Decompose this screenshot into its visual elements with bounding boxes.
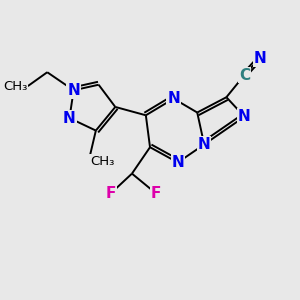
Text: CH₃: CH₃ [3, 80, 28, 93]
Text: N: N [254, 51, 266, 66]
Text: N: N [238, 109, 251, 124]
Text: N: N [171, 155, 184, 170]
Text: CH₃: CH₃ [90, 155, 115, 168]
Text: N: N [198, 137, 211, 152]
Text: C: C [239, 68, 250, 82]
Text: N: N [67, 83, 80, 98]
Text: N: N [63, 111, 76, 126]
Text: F: F [106, 186, 116, 201]
Text: F: F [150, 186, 161, 201]
Text: N: N [167, 91, 180, 106]
